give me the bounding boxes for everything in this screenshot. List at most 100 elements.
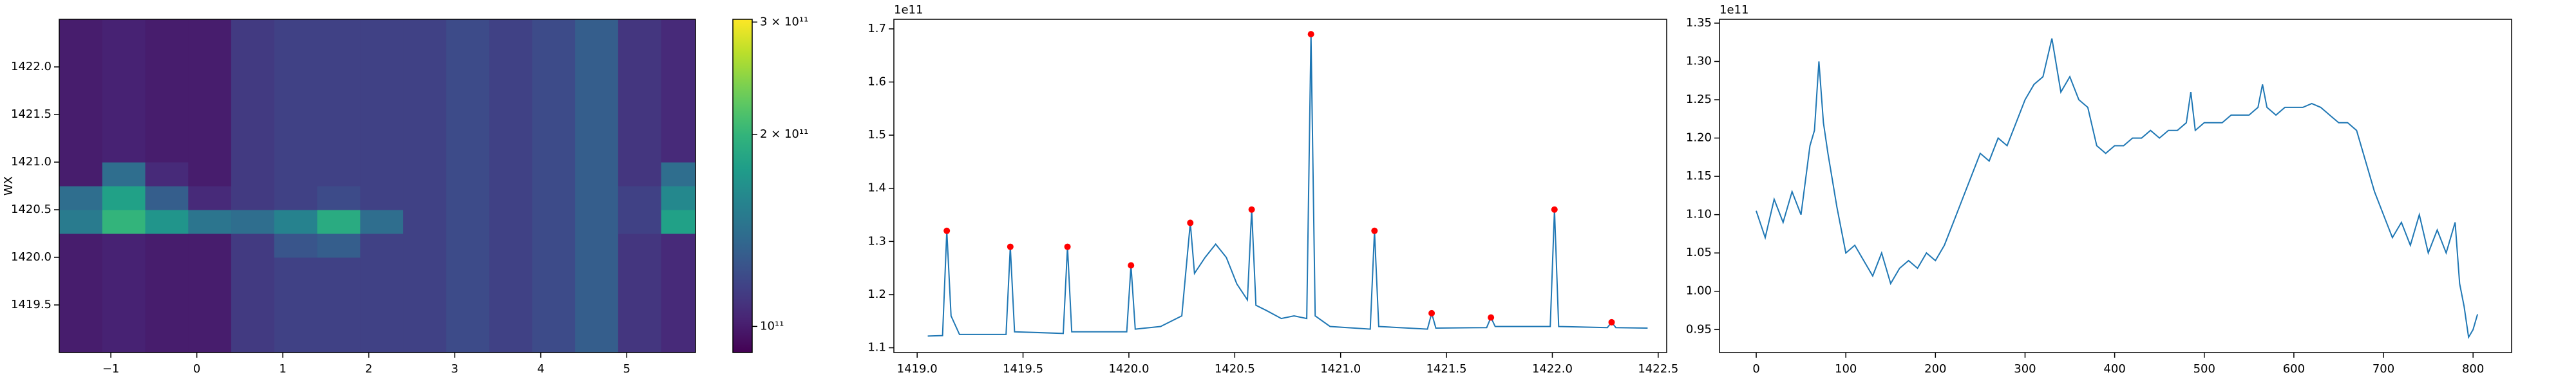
y-tick-label: 1.05 <box>1686 246 1712 259</box>
heatmap-cell <box>317 138 361 163</box>
x-tick-label: 1420.5 <box>1215 362 1255 376</box>
heatmap-cell <box>145 115 189 139</box>
heatmap-cell <box>274 91 318 115</box>
y-tick-label: 1.25 <box>1686 93 1712 106</box>
x-tick-label: 4 <box>537 362 544 376</box>
heatmap-cell <box>188 329 232 353</box>
heatmap-cell <box>59 162 103 187</box>
y-tick-label: 1.5 <box>867 128 886 142</box>
heatmap-cell <box>446 43 490 68</box>
heatmap-cell <box>231 329 275 353</box>
heatmap-cell <box>446 91 490 115</box>
x-tick-label: −1 <box>102 362 120 376</box>
heatmap-cell <box>360 162 404 187</box>
heatmap-cell <box>102 305 146 329</box>
heatmap-cell <box>317 234 361 258</box>
colorbar-tick-label: 3 × 10¹¹ <box>760 15 808 28</box>
heatmap-cell <box>231 43 275 68</box>
heatmap-cell <box>532 257 576 282</box>
heatmap-cell <box>446 210 490 234</box>
heatmap-cell <box>403 67 447 91</box>
heatmap-cell <box>102 67 146 91</box>
heatmap-cell <box>661 234 696 258</box>
heatmap-cell <box>188 186 232 210</box>
heatmap-cell <box>59 281 103 306</box>
heatmap-cell <box>618 115 662 139</box>
x-tick-label: 1422.0 <box>1532 362 1573 376</box>
y-tick-label: 1.2 <box>867 288 886 301</box>
heatmap-cell <box>532 138 576 163</box>
heatmap-cell <box>145 162 189 187</box>
heatmap-cell <box>360 305 404 329</box>
heatmap-cell <box>618 305 662 329</box>
offset-text: 1e11 <box>894 3 923 17</box>
heatmap-cell <box>575 257 619 282</box>
heatmap-cell <box>274 305 318 329</box>
y-axis-label: WX <box>2 176 15 196</box>
heatmap-cell <box>489 257 533 282</box>
heatmap-cell <box>575 19 619 44</box>
heatmap-cell <box>532 186 576 210</box>
peak-marker <box>943 227 951 234</box>
heatmap-cell <box>231 67 275 91</box>
heatmap-cell <box>532 329 576 353</box>
y-tick-label: 1.7 <box>867 22 886 35</box>
x-tick-label: 200 <box>1924 362 1946 376</box>
heatmap-cell <box>231 186 275 210</box>
heatmap-cell <box>532 91 576 115</box>
peak-marker <box>1187 219 1194 226</box>
heatmap-cell <box>618 43 662 68</box>
x-tick-label: 300 <box>2014 362 2036 376</box>
heatmap-cell <box>403 210 447 234</box>
heatmap-cell <box>575 281 619 306</box>
heatmap-cell <box>532 67 576 91</box>
x-tick-label: 500 <box>2193 362 2215 376</box>
heatmap-cell <box>446 305 490 329</box>
x-tick-label: 400 <box>2103 362 2125 376</box>
heatmap-cell <box>403 329 447 353</box>
data-line <box>1756 38 2479 340</box>
heatmap-cell <box>532 305 576 329</box>
heatmap-cell <box>145 91 189 115</box>
heatmap-cell <box>102 210 146 234</box>
heatmap-cell <box>188 210 232 234</box>
heatmap-cell <box>446 19 490 44</box>
heatmap-cell <box>274 115 318 139</box>
heatmap-cell <box>145 186 189 210</box>
heatmap-cell <box>102 234 146 258</box>
heatmap-cell <box>274 257 318 282</box>
heatmap-cell <box>489 305 533 329</box>
heatmap-cell <box>274 210 318 234</box>
heatmap-cell <box>532 162 576 187</box>
x-tick-label: 1420.0 <box>1108 362 1149 376</box>
heatmap-cell <box>403 43 447 68</box>
heatmap-cell <box>59 91 103 115</box>
heatmap-cell <box>145 281 189 306</box>
heatmap-cell <box>403 281 447 306</box>
x-tick-label: 100 <box>1835 362 1857 376</box>
heatmap-cell <box>618 186 662 210</box>
colorbar <box>732 19 753 353</box>
heatmap-cell <box>661 281 696 306</box>
heatmap-cell <box>489 162 533 187</box>
heatmap-cell <box>618 234 662 258</box>
heatmap-cell <box>489 115 533 139</box>
heatmap-cell <box>618 257 662 282</box>
heatmap-cell <box>360 138 404 163</box>
heatmap-cell <box>59 210 103 234</box>
y-tick-label: 1.15 <box>1686 169 1712 183</box>
heatmap-cell <box>446 115 490 139</box>
heatmap-cell <box>532 19 576 44</box>
heatmap-cell <box>618 281 662 306</box>
x-tick-label: 1419.5 <box>1003 362 1043 376</box>
heatmap-cell <box>575 210 619 234</box>
heatmap-cell <box>231 210 275 234</box>
heatmap-cell <box>575 305 619 329</box>
heatmap-cell <box>102 115 146 139</box>
heatmap-cell <box>59 43 103 68</box>
heatmap-cell <box>317 67 361 91</box>
heatmap-cell <box>360 329 404 353</box>
heatmap-cell <box>403 257 447 282</box>
heatmap-cell <box>360 91 404 115</box>
heatmap-cell <box>145 234 189 258</box>
